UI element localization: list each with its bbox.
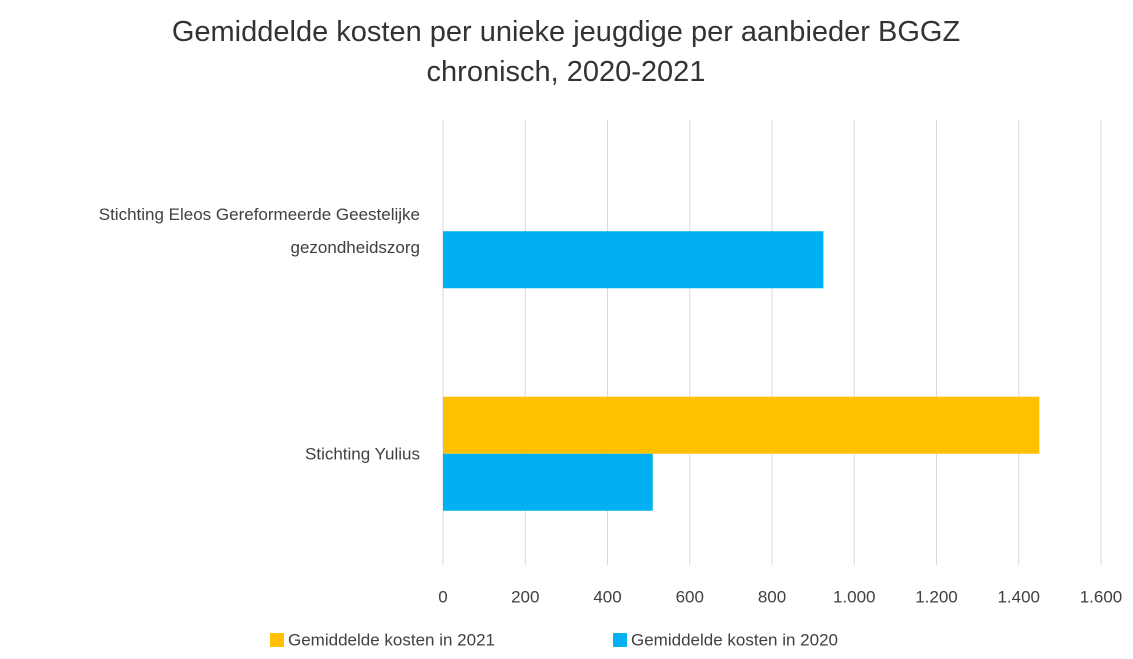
y-tick-label: Stichting Eleos Gereformeerde Geestelijk… xyxy=(98,205,420,258)
x-tick-label: 600 xyxy=(676,587,704,606)
legend-label: Gemiddelde kosten in 2021 xyxy=(288,630,495,649)
legend-swatch xyxy=(270,633,284,647)
x-tick-label: 200 xyxy=(511,587,539,606)
bar xyxy=(443,396,1040,454)
x-tick-label: 1.000 xyxy=(833,587,876,606)
y-tick-label: Stichting Yulius xyxy=(305,444,420,464)
bar xyxy=(443,453,653,511)
x-tick-label: 1.400 xyxy=(997,587,1040,606)
bar xyxy=(443,231,824,289)
x-tick-label: 0 xyxy=(438,587,447,606)
x-tick-label: 800 xyxy=(758,587,786,606)
chart-title: Gemiddelde kosten per unieke jeugdige pe… xyxy=(171,16,961,88)
legend-label: Gemiddelde kosten in 2020 xyxy=(631,630,838,649)
x-tick-label: 1.200 xyxy=(915,587,958,606)
legend-swatch xyxy=(613,633,627,647)
x-tick-label: 400 xyxy=(593,587,621,606)
x-tick-label: 1.600 xyxy=(1080,587,1123,606)
